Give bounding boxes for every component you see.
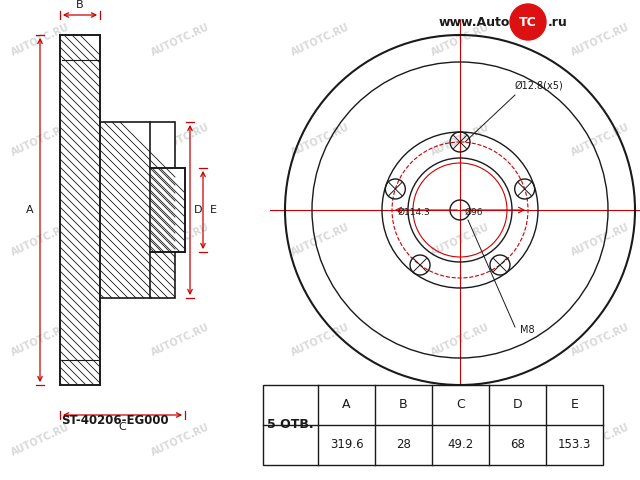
Text: AUTOTC.RU: AUTOTC.RU	[149, 222, 211, 258]
Text: AUTOTC.RU: AUTOTC.RU	[429, 222, 491, 258]
Text: AUTOTC.RU: AUTOTC.RU	[9, 122, 71, 158]
Text: AUTOTC.RU: AUTOTC.RU	[9, 422, 71, 458]
Text: AUTOTC.RU: AUTOTC.RU	[429, 422, 491, 458]
Text: A: A	[26, 205, 34, 215]
Text: AUTOTC.RU: AUTOTC.RU	[289, 122, 351, 158]
Circle shape	[510, 4, 546, 40]
Text: AUTOTC.RU: AUTOTC.RU	[569, 122, 631, 158]
Text: AUTOTC.RU: AUTOTC.RU	[9, 22, 71, 58]
Text: AUTOTC.RU: AUTOTC.RU	[289, 22, 351, 58]
Text: D: D	[194, 205, 202, 215]
Bar	[60, 35, 100, 385]
Bar	[100, 122, 175, 298]
Text: B: B	[76, 0, 84, 10]
Bar	[150, 168, 185, 252]
Text: AUTOTC.RU: AUTOTC.RU	[149, 22, 211, 58]
Text: Ø114.3: Ø114.3	[398, 207, 431, 216]
Text: .ru: .ru	[548, 15, 568, 28]
Text: AUTOTC.RU: AUTOTC.RU	[429, 22, 491, 58]
Text: B: B	[399, 398, 408, 411]
Text: AUTOTC.RU: AUTOTC.RU	[429, 322, 491, 358]
Text: E: E	[209, 205, 216, 215]
Bar	[263, 385, 603, 465]
Text: AUTOTC.RU: AUTOTC.RU	[289, 322, 351, 358]
Text: C: C	[456, 398, 465, 411]
Text: AUTOTC.RU: AUTOTC.RU	[569, 322, 631, 358]
Text: C: C	[118, 422, 126, 432]
Text: Ø96: Ø96	[465, 207, 483, 216]
Text: E: E	[571, 398, 579, 411]
Text: AUTOTC.RU: AUTOTC.RU	[289, 222, 351, 258]
Text: 5 ОТВ.: 5 ОТВ.	[267, 419, 314, 432]
Text: AUTOTC.RU: AUTOTC.RU	[149, 122, 211, 158]
Text: AUTOTC.RU: AUTOTC.RU	[9, 222, 71, 258]
Text: AUTOTC.RU: AUTOTC.RU	[289, 422, 351, 458]
Text: 68: 68	[510, 439, 525, 452]
Text: 49.2: 49.2	[447, 439, 474, 452]
Text: ST-40206-EG000: ST-40206-EG000	[61, 413, 169, 427]
Text: M8: M8	[520, 325, 534, 335]
Text: www.Auto: www.Auto	[438, 15, 510, 28]
Text: D: D	[513, 398, 522, 411]
Text: A: A	[342, 398, 351, 411]
Text: 28: 28	[396, 439, 411, 452]
Text: TC: TC	[519, 15, 537, 28]
Text: AUTOTC.RU: AUTOTC.RU	[149, 422, 211, 458]
Text: AUTOTC.RU: AUTOTC.RU	[429, 122, 491, 158]
Text: AUTOTC.RU: AUTOTC.RU	[9, 322, 71, 358]
Text: AUTOTC.RU: AUTOTC.RU	[569, 422, 631, 458]
Text: Ø12.8(x5): Ø12.8(x5)	[515, 80, 564, 90]
Text: AUTOTC.RU: AUTOTC.RU	[149, 322, 211, 358]
Text: AUTOTC.RU: AUTOTC.RU	[569, 222, 631, 258]
Text: 319.6: 319.6	[330, 439, 364, 452]
Text: AUTOTC.RU: AUTOTC.RU	[569, 22, 631, 58]
Text: 153.3: 153.3	[558, 439, 591, 452]
